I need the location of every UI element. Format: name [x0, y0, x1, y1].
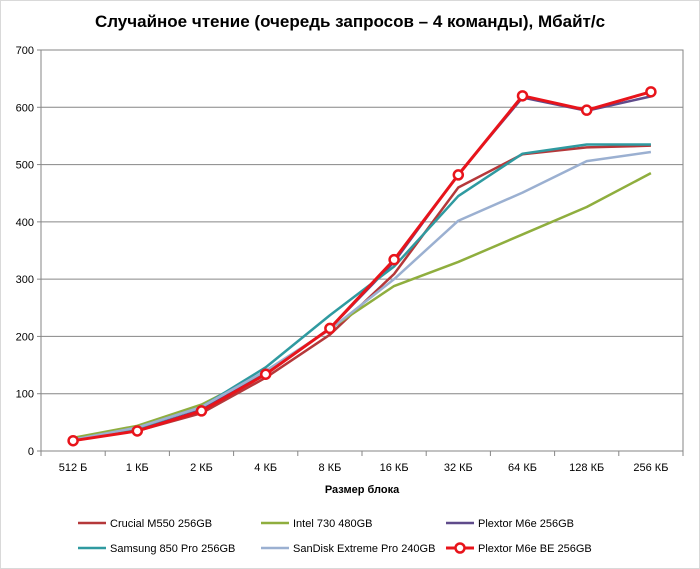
- x-tick-label: 4 КБ: [254, 462, 277, 474]
- chart-title: Случайное чтение (очередь запросов – 4 к…: [95, 12, 605, 31]
- series-6: [67, 86, 657, 447]
- x-tick-label: 2 КБ: [190, 462, 213, 474]
- legend-label: SanDisk Extreme Pro 240GB: [293, 543, 435, 555]
- series-2: [72, 172, 652, 440]
- legend-item: SanDisk Extreme Pro 240GB: [261, 543, 435, 555]
- legend-item: Plextor M6e 256GB: [446, 518, 574, 530]
- data-point: [516, 90, 529, 102]
- series-5: [72, 150, 652, 441]
- y-tick-label: 400: [16, 217, 34, 229]
- series-line: [72, 90, 652, 443]
- y-tick-label: 200: [16, 331, 34, 343]
- legend-label: Plextor M6e BE 256GB: [478, 543, 592, 555]
- y-tick-label: 300: [16, 274, 34, 286]
- x-tick-label: 128 КБ: [569, 462, 604, 474]
- data-point: [195, 405, 208, 417]
- x-tick-label: 1 КБ: [126, 462, 149, 474]
- y-tick-label: 0: [28, 446, 34, 458]
- legend-label: Crucial M550 256GB: [110, 518, 212, 530]
- series-layer: [67, 86, 657, 447]
- data-point: [645, 86, 657, 98]
- y-tick-label: 600: [16, 102, 34, 114]
- legend-label: Plextor M6e 256GB: [478, 518, 574, 530]
- legend-label: Intel 730 480GB: [293, 518, 373, 530]
- x-tick-label: 64 КБ: [508, 462, 537, 474]
- x-tick-label: 8 КБ: [318, 462, 341, 474]
- x-axis: 512 Б 1 КБ 2 КБ 4 КБ 8 КБ 16 КБ 32 КБ 64 КБ 128 …: [40, 451, 684, 474]
- x-tick-label: 512 Б: [59, 462, 88, 474]
- legend-item: Samsung 850 Pro 256GB: [78, 543, 235, 555]
- x-tick-label: 256 КБ: [633, 462, 668, 474]
- data-point: [324, 322, 336, 335]
- y-tick-label: 500: [16, 160, 34, 172]
- y-tick-label: 100: [16, 389, 34, 401]
- data-point: [259, 368, 272, 380]
- legend: Crucial M550 256GB Intel 730 480GB Plextor…: [78, 518, 592, 555]
- x-tick-label: 16 КБ: [380, 462, 409, 474]
- data-point: [131, 425, 144, 437]
- legend-item: Intel 730 480GB: [261, 518, 373, 530]
- legend-item: Crucial M550 256GB: [78, 518, 212, 530]
- data-point: [67, 434, 79, 447]
- legend-label: Samsung 850 Pro 256GB: [110, 543, 235, 555]
- x-tick-label: 32 КБ: [444, 462, 473, 474]
- y-axis: 0 100 200 300 400 500 600 700: [16, 45, 41, 458]
- data-point: [452, 169, 465, 181]
- series-line: [72, 150, 652, 441]
- data-point: [580, 104, 593, 116]
- y-tick-label: 700: [16, 45, 34, 57]
- x-axis-label: Размер блока: [325, 484, 400, 496]
- series-line: [72, 172, 652, 440]
- legend-item: Plextor M6e BE 256GB: [446, 542, 592, 555]
- legend-marker: [454, 542, 466, 554]
- data-point: [388, 253, 400, 266]
